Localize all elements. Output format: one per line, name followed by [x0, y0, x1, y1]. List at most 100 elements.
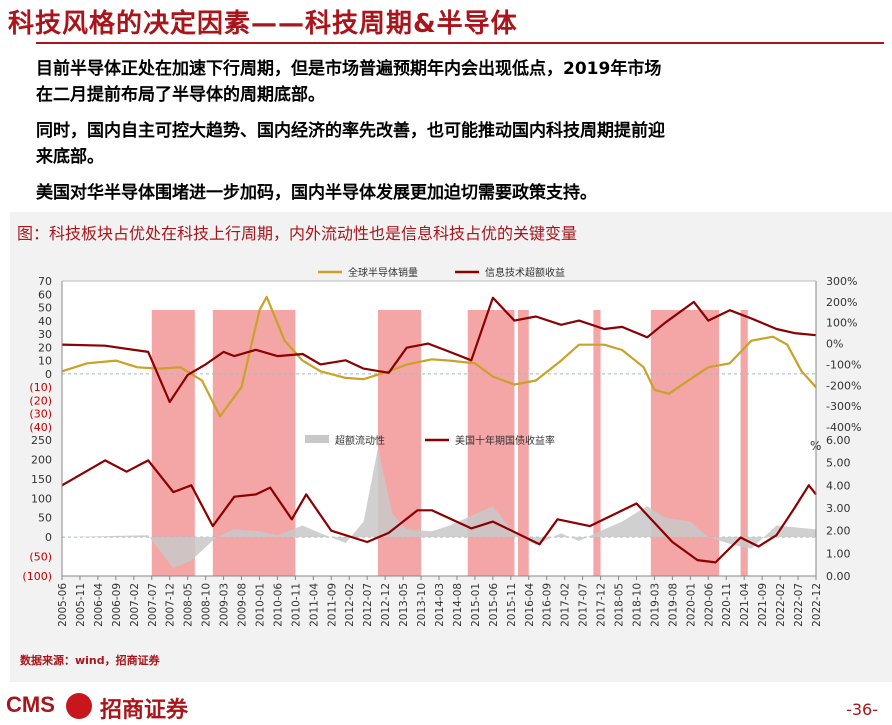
bullet-line-5: 美国对华半导体围堵进一步加码，国内半导体发展更加迫切需要政策支持。	[36, 183, 597, 203]
legend-us10y-label: 美国十年期国债收益率	[455, 434, 555, 447]
x-tick-label: 2008-05	[183, 583, 195, 627]
x-tick-label: 2020-01	[685, 583, 697, 627]
upcycle-shade	[740, 310, 748, 576]
y-tick-left-top: 60	[38, 288, 52, 301]
brand-badge-icon	[66, 693, 92, 719]
bullet-line-1: 目前半导体正处在加速下行周期，但是市场普遍预期年内会出现低点，2019年市场	[36, 59, 662, 79]
x-tick-label: 2017-02	[560, 583, 572, 627]
x-tick-label: 2018-10	[631, 583, 643, 627]
legend-excess-liquidity-label: 超额流动性	[335, 434, 385, 447]
x-tick-label: 2006-04	[93, 583, 105, 627]
y-tick-right-bottom: 3.00	[826, 502, 851, 515]
x-tick-label: 2009-03	[219, 583, 231, 627]
bullet-line-3: 同时，国内自主可控大趋势、国内经济的率先改善，也可能推动国内科技周期提前迎	[36, 121, 665, 141]
x-tick-label: 2008-10	[201, 583, 213, 627]
x-tick-label: 2014-08	[452, 583, 464, 627]
y-tick-left-top: (10)	[29, 381, 52, 394]
title-divider	[36, 42, 884, 44]
y-tick-right-bottom: 2.00	[826, 525, 851, 538]
y-tick-right-bottom: 5.00	[826, 457, 851, 470]
y-tick-left-bottom: 200	[31, 453, 52, 466]
y-tick-right-top: 300%	[826, 275, 857, 288]
x-tick-label: 2011-04	[308, 583, 320, 627]
legend-global-semis-label: 全球半导体销量	[348, 266, 418, 279]
x-tick-label: 2020-06	[703, 583, 715, 627]
y-tick-right-top: 100%	[826, 317, 857, 330]
y-tick-left-bottom: (50)	[29, 551, 52, 564]
x-tick-label: 2016-09	[542, 583, 554, 627]
y-tick-left-top: 30	[38, 328, 52, 341]
y-tick-left-top: 0	[45, 368, 52, 381]
x-tick-label: 2010-11	[290, 583, 302, 627]
y-tick-left-bottom: 150	[31, 473, 52, 486]
page-number: -36-	[846, 700, 878, 719]
x-tick-label: 2014-03	[434, 583, 446, 627]
y-tick-right-top: -300%	[826, 400, 861, 413]
series-line-us10y	[61, 459, 817, 564]
x-tick-label: 2005-06	[57, 583, 69, 627]
series-line-it-excess-return	[61, 296, 817, 404]
y-tick-left-top: 40	[38, 315, 52, 328]
brand-logo-cn: 招商证券	[100, 698, 189, 723]
y-tick-left-bottom: 0	[45, 531, 52, 544]
y-tick-right-top: -400%	[826, 421, 861, 434]
x-tick-label: 2007-07	[147, 583, 159, 627]
y-tick-left-bottom: 100	[31, 492, 52, 505]
x-tick-label: 2015-06	[488, 583, 500, 627]
y-tick-left-top: (20)	[29, 394, 52, 407]
y-tick-right-top: 200%	[826, 296, 857, 309]
y-tick-right-bottom: 6.00	[826, 434, 851, 447]
x-tick-label: 2018-05	[614, 583, 626, 627]
y-tick-left-bottom: 250	[31, 434, 52, 447]
x-tick-label: 2022-07	[793, 583, 805, 627]
x-tick-label: 2009-08	[237, 583, 249, 627]
y-tick-left-top: 70	[38, 275, 52, 288]
y-tick-right-top: -100%	[826, 358, 861, 371]
x-tick-label: 2021-09	[757, 583, 769, 627]
x-tick-label: 2015-01	[470, 583, 482, 627]
y-tick-left-top: (30)	[29, 408, 52, 421]
y-tick-right-top: -200%	[826, 379, 861, 392]
upcycle-shade	[593, 310, 601, 576]
x-tick-label: 2015-11	[506, 583, 518, 627]
x-tick-label: 2013-05	[398, 583, 410, 627]
y-tick-right-top: 0%	[826, 338, 843, 351]
x-tick-label: 2006-09	[111, 583, 123, 627]
x-tick-label: 2012-07	[362, 583, 374, 627]
x-tick-label: 2007-02	[129, 583, 141, 627]
figure-title: 图：科技板块占优处在科技上行周期，内外流动性也是信息科技占优的关键变量	[17, 224, 578, 243]
x-tick-label: 2022-02	[775, 583, 787, 627]
x-tick-label: 2013-10	[416, 583, 428, 627]
x-tick-label: 2017-07	[578, 583, 590, 627]
y-tick-left-bottom: (100)	[22, 570, 52, 583]
upcycle-shade	[517, 310, 529, 576]
y-tick-left-bottom: 50	[38, 512, 52, 525]
x-tick-label: 2016-04	[524, 583, 536, 627]
series-line-global-semis	[61, 295, 817, 418]
x-tick-label: 2012-12	[380, 583, 392, 627]
x-tick-label: 2019-08	[667, 583, 679, 627]
x-tick-label: 2017-12	[596, 583, 608, 627]
y-tick-right-bottom: 1.00	[826, 547, 851, 560]
page-title: 科技风格的决定因素——科技周期&半导体	[8, 9, 518, 39]
x-tick-label: 2010-01	[254, 583, 266, 627]
bullet-line-2: 在二月提前布局了半导体的周期底部。	[36, 85, 325, 105]
y-tick-right-bottom: 4.00	[826, 479, 851, 492]
y-tick-left-top: 50	[38, 302, 52, 315]
x-tick-label: 2021-04	[739, 583, 751, 627]
data-source: 数据来源：wind，招商证券	[20, 654, 160, 667]
x-tick-label: 2012-02	[344, 583, 356, 627]
upcycle-shade	[151, 310, 195, 576]
y-tick-left-top: 10	[38, 355, 52, 368]
legend-it-excess-return-label: 信息技术超额收益	[485, 266, 565, 279]
x-tick-label: 2020-11	[721, 583, 733, 627]
brand-logo-en: CMS	[6, 692, 55, 717]
x-tick-label: 2007-12	[165, 583, 177, 627]
x-tick-label: 2022-12	[811, 583, 823, 627]
x-tick-label: 2019-03	[649, 583, 661, 627]
x-tick-label: 2010-06	[272, 583, 284, 627]
x-tick-label: 2005-11	[75, 583, 87, 627]
legend-excess-liquidity-swatch	[305, 435, 329, 443]
bullet-line-4: 来底部。	[36, 147, 104, 167]
